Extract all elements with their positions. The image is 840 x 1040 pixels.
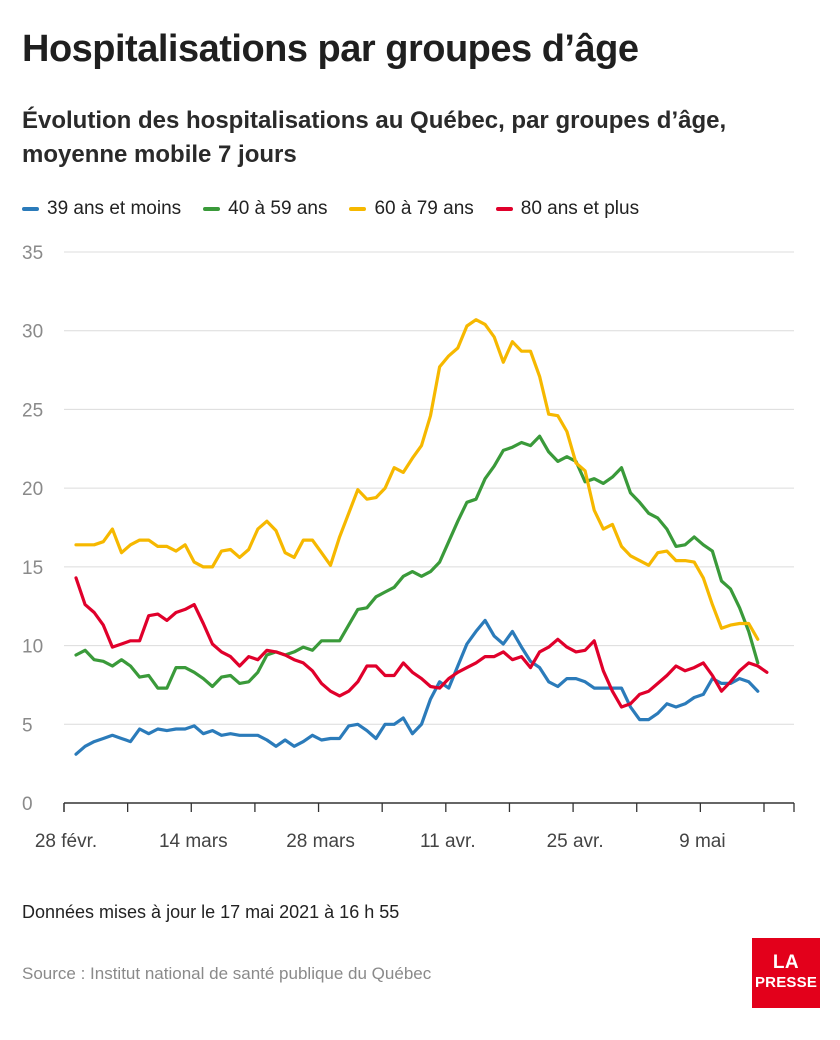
legend-label-3: 80 ans et plus <box>520 198 640 219</box>
logo-line-2: PRESSE <box>754 974 818 991</box>
y-tick-label: 35 <box>22 243 43 264</box>
chart-subtitle: Évolution des hospitalisations au Québec… <box>22 107 727 168</box>
source-note: Source : Institut national de santé publ… <box>22 964 432 983</box>
line-chart: 0 5 10 15 20 25 30 35 28 févr. 14 mars 28 mars 11 a… <box>22 243 795 852</box>
y-tick-label: 5 <box>22 715 33 736</box>
y-tick-label: 20 <box>22 479 43 500</box>
series-line-3 <box>74 576 769 709</box>
series-line-1 <box>74 434 760 690</box>
y-tick-label: 25 <box>22 400 43 421</box>
la-presse-logo: LA PRESSE <box>752 938 820 1008</box>
y-tick-label: 10 <box>22 637 43 658</box>
y-tick-label: 15 <box>22 558 43 579</box>
legend-label-2: 60 à 79 ans <box>374 198 474 219</box>
legend-swatch-2 <box>349 207 367 211</box>
legend-item-0: 39 ans et moins <box>22 198 181 220</box>
legend-swatch-1 <box>203 207 221 211</box>
legend-swatch-3 <box>495 207 513 211</box>
series-line-2 <box>74 318 760 641</box>
x-tick-label: 28 mars <box>286 831 355 852</box>
x-tick-label: 28 févr. <box>35 831 97 852</box>
legend-item-2: 60 à 79 ans <box>349 198 474 220</box>
legend-item-3: 80 ans et plus <box>495 198 640 220</box>
chart-legend: 39 ans et moins 40 à 59 ans 60 à 79 ans … <box>22 198 661 220</box>
logo-line-1: LA <box>772 952 800 973</box>
x-tick-label: 14 mars <box>159 831 228 852</box>
chart-title: Hospitalisations par groupes d’âge <box>22 28 639 70</box>
x-tick-label: 11 avr. <box>420 831 476 852</box>
legend-label-0: 39 ans et moins <box>47 198 182 219</box>
series-line-0 <box>74 618 760 756</box>
y-tick-label: 0 <box>22 794 33 815</box>
y-tick-label: 30 <box>22 322 43 343</box>
x-tick-label: 25 avr. <box>547 831 604 852</box>
legend-label-1: 40 à 59 ans <box>228 198 328 219</box>
x-tick-label: 9 mai <box>679 831 725 852</box>
update-note: Données mises à jour le 17 mai 2021 à 16… <box>22 902 400 922</box>
legend-item-1: 40 à 59 ans <box>203 198 327 220</box>
legend-swatch-0 <box>22 207 39 211</box>
